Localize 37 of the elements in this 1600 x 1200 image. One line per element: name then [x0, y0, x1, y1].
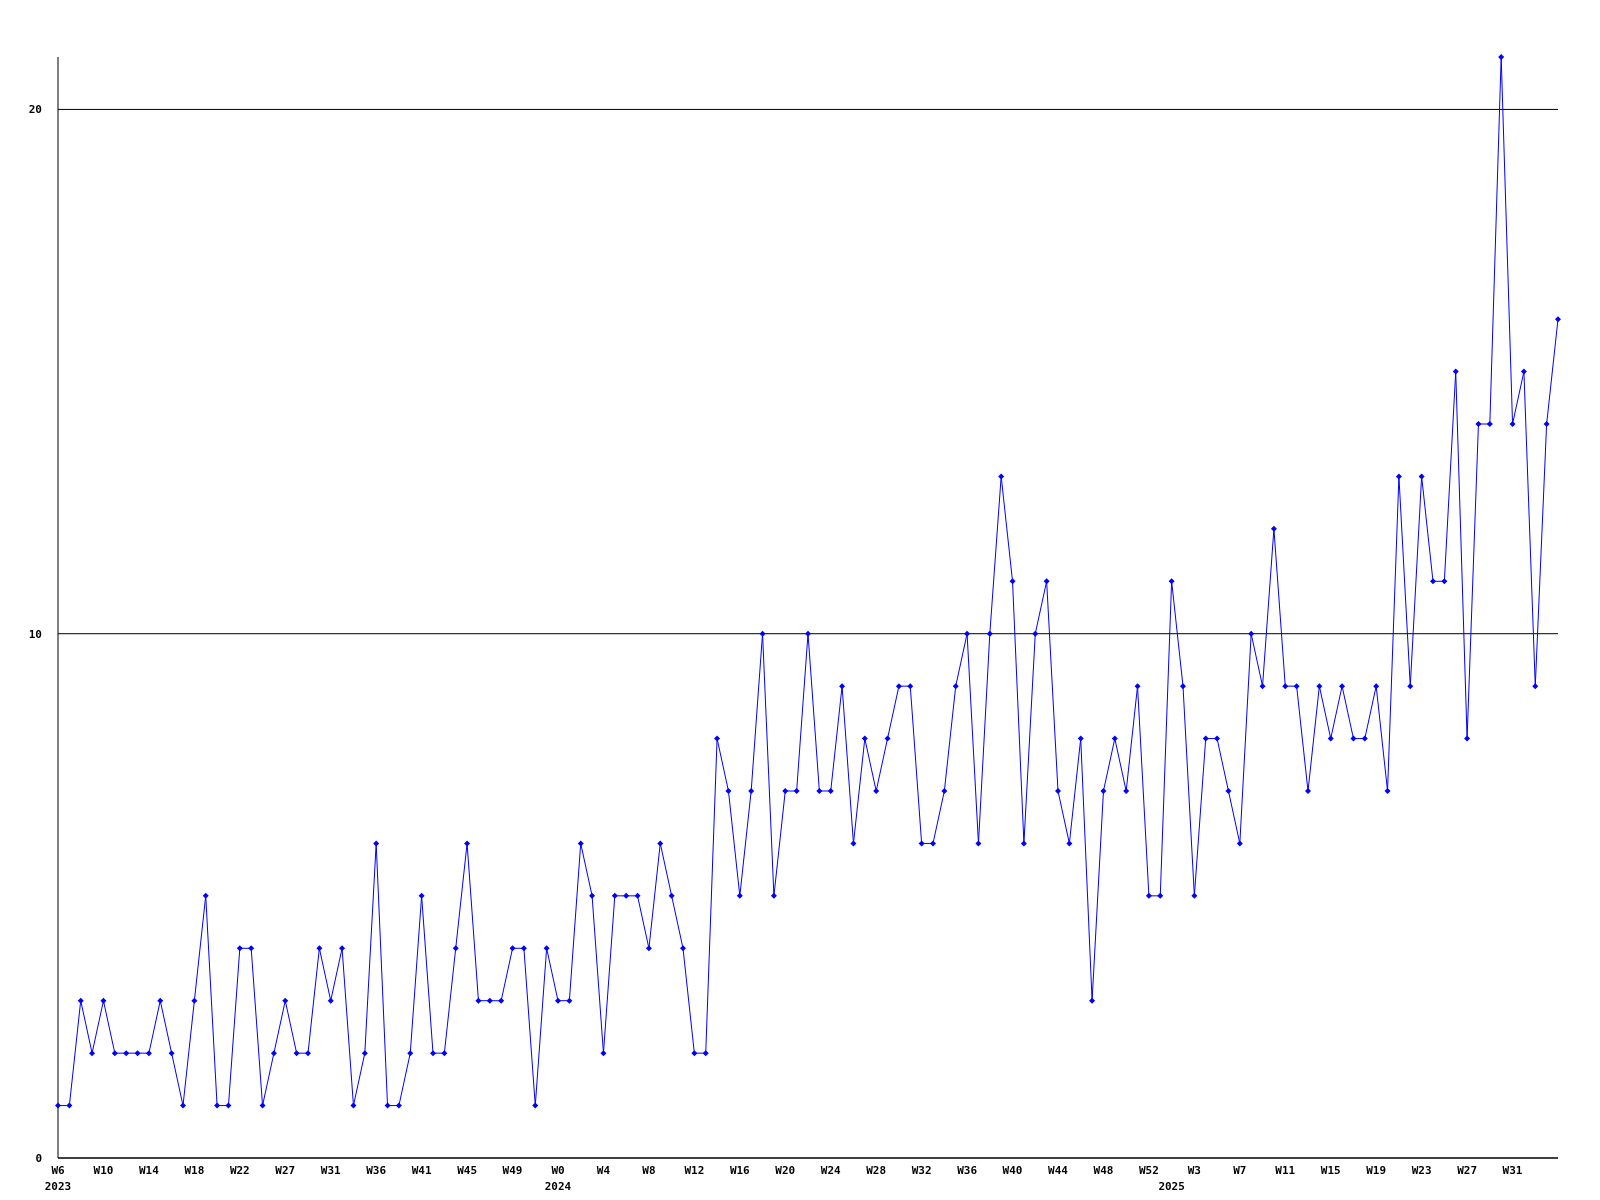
x-tick-label: W31 — [1502, 1164, 1523, 1177]
x-tick-label: W44 — [1048, 1164, 1069, 1177]
x-tick-label: W6 2023 — [44, 1164, 72, 1193]
x-tick-label: W36 — [957, 1164, 978, 1177]
x-tick-label: W40 — [1002, 1164, 1023, 1177]
x-tick-label: W45 — [457, 1164, 478, 1177]
x-tick-label: W27 — [275, 1164, 296, 1177]
x-tick-label: W20 — [775, 1164, 796, 1177]
x-tick-label: W28 — [866, 1164, 887, 1177]
y-tick-label: 20 — [28, 103, 42, 117]
x-tick-label: W23 — [1411, 1164, 1432, 1177]
x-tick-label: W24 — [820, 1164, 842, 1177]
x-tick-label: W27 — [1457, 1164, 1478, 1177]
x-tick-label: W8 — [642, 1164, 656, 1177]
x-tick-label: W0 2024 — [544, 1164, 572, 1193]
x-tick-label: W15 — [1320, 1164, 1341, 1177]
x-tick-label: W16 — [729, 1164, 751, 1177]
x-tick-label: W4 — [596, 1164, 611, 1177]
x-tick-label: W32 — [911, 1164, 932, 1177]
x-tick-label: W36 — [366, 1164, 387, 1177]
x-tick-label: W10 — [93, 1164, 114, 1177]
x-tick-label: W14 — [138, 1164, 160, 1177]
x-tick-label: W41 — [411, 1164, 432, 1177]
x-tick-label: W52 — [1138, 1164, 1159, 1177]
x-tick-label: W19 — [1366, 1164, 1387, 1177]
y-tick-label: 10 — [28, 627, 42, 641]
x-tick-label: W18 — [184, 1164, 205, 1177]
x-tick-label: W11 — [1275, 1164, 1296, 1177]
x-tick-label: W48 — [1093, 1164, 1114, 1177]
y-tick-label: 0 — [35, 1151, 42, 1165]
x-tick-label: 2025 — [1158, 1180, 1185, 1193]
x-tick-label: W31 — [320, 1164, 342, 1177]
x-tick-label: W3 — [1187, 1164, 1201, 1177]
x-tick-label: W49 — [502, 1164, 523, 1177]
x-tick-label: W12 — [684, 1164, 705, 1177]
x-tick-label: W7 — [1233, 1164, 1247, 1177]
x-tick-label: W22 — [229, 1164, 250, 1177]
